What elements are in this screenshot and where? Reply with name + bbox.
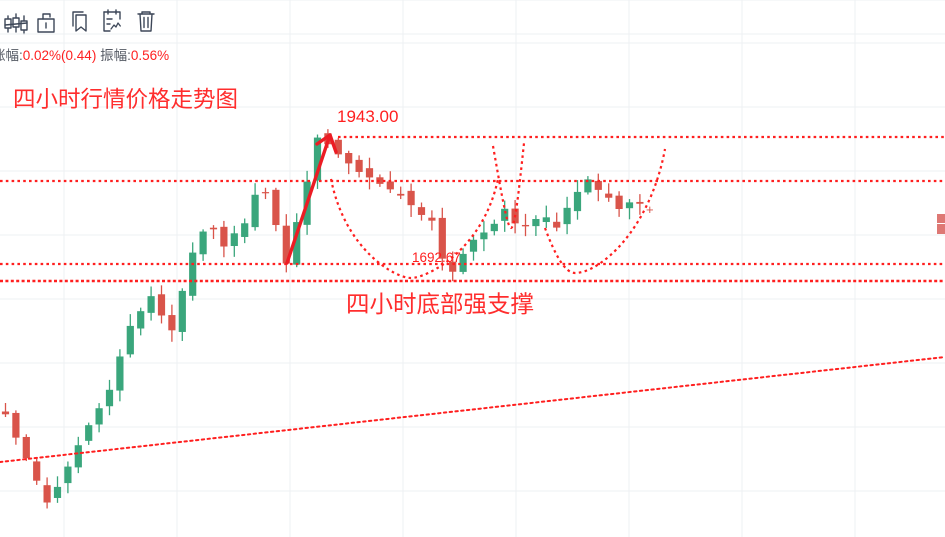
svg-text:1692.67: 1692.67 — [412, 250, 461, 265]
svg-text:+: + — [646, 202, 654, 217]
svg-text:1943.00: 1943.00 — [337, 107, 398, 126]
svg-text:四小时行情价格走势图: 四小时行情价格走势图 — [13, 87, 238, 112]
svg-text:涨幅:0.02%(0.44) 振幅:0.56%: 涨幅:0.02%(0.44) 振幅:0.56% — [0, 48, 169, 63]
svg-text:四小时底部强支撑: 四小时底部强支撑 — [346, 291, 534, 317]
